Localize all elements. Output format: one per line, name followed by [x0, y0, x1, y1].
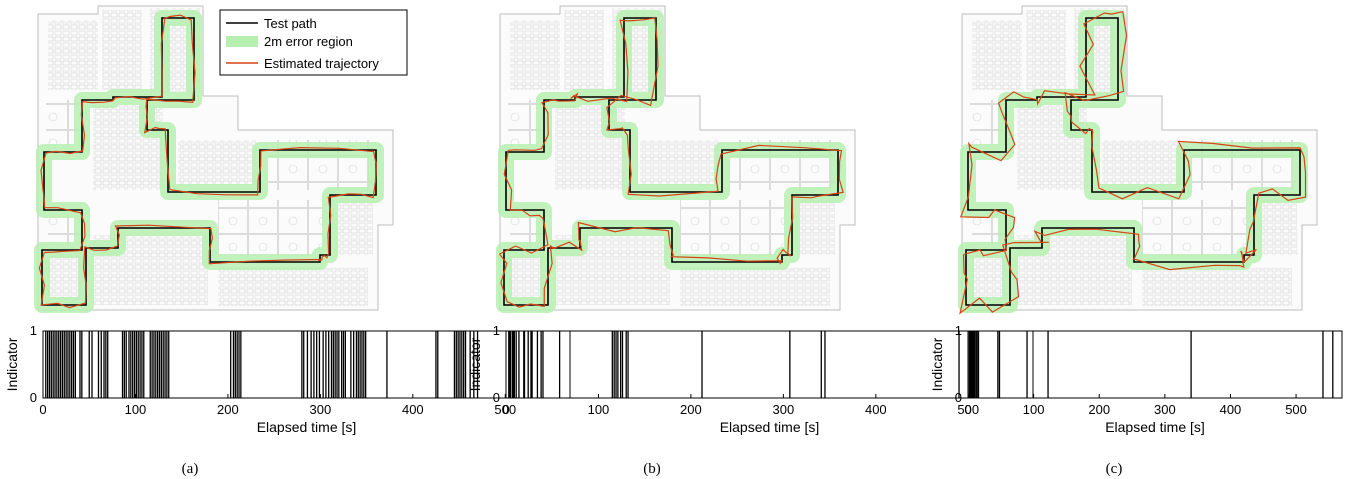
x-tick-label: 300: [773, 402, 795, 417]
x-tick-label: 100: [588, 402, 610, 417]
floorplan-furniture: [102, 10, 142, 90]
y-tick-label: 0: [955, 390, 962, 405]
floorplan-furniture: [218, 200, 323, 255]
estimated-trajectory-line: [959, 10, 1307, 315]
legend-label-estimated: Estimated trajectory: [264, 56, 379, 71]
legend: Test path 2m error region Estimated traj…: [219, 9, 408, 76]
x-axis-label: Elapsed time [s]: [720, 419, 820, 435]
floorplan-furniture: [972, 20, 1022, 90]
x-tick-label: 0: [502, 402, 509, 417]
floorplan-furniture: [178, 140, 258, 185]
floorplan-furniture: [1142, 200, 1247, 255]
floorplan-furniture: [1026, 10, 1066, 90]
floorplan-furniture: [564, 10, 604, 90]
y-tick-label: 1: [955, 323, 962, 338]
y-tick-label: 1: [30, 323, 37, 338]
x-tick-label: 200: [1088, 402, 1110, 417]
x-tick-label: 200: [217, 402, 239, 417]
floorplan-panel-b: [496, 5, 856, 313]
panel-caption-c: (c): [1106, 461, 1123, 477]
x-tick-label: 0: [964, 402, 971, 417]
floorplan-furniture: [1102, 140, 1182, 185]
floorplan-furniture: [48, 20, 98, 90]
y-axis-label: Indicator: [4, 337, 20, 391]
floorplan-furniture: [640, 140, 720, 185]
floorplan-furniture: [338, 200, 373, 255]
x-tick-label: 500: [1285, 402, 1307, 417]
floorplan-furniture: [218, 268, 368, 306]
x-axis-label: Elapsed time [s]: [1105, 419, 1205, 435]
floorplan-furniture: [510, 255, 545, 300]
x-tick-label: 100: [125, 402, 147, 417]
y-axis-label: Indicator: [467, 337, 483, 391]
plot-area-frame: [967, 330, 1343, 399]
y-axis-label: Indicator: [929, 337, 945, 391]
x-tick-label: 400: [865, 402, 887, 417]
test-path-line: [41, 17, 377, 306]
x-tick-label: 500: [957, 402, 979, 417]
x-tick-label: 300: [1154, 402, 1176, 417]
panel-caption-b: (b): [643, 461, 661, 477]
floorplan-furniture: [48, 255, 83, 300]
panel-caption-a: (a): [182, 461, 199, 477]
x-tick-label: 200: [680, 402, 702, 417]
floorplan-panel-a: [34, 5, 394, 313]
plot-area-frame: [505, 330, 1034, 399]
floorplan-furniture: [1142, 268, 1292, 306]
floorplan-furniture: [1262, 200, 1297, 255]
test-path-line: [503, 17, 839, 306]
floorplan-furniture: [800, 200, 835, 255]
test-path-line: [965, 17, 1301, 306]
floorplan-furniture: [510, 20, 560, 90]
floorplan-panel-c: [958, 5, 1318, 315]
x-tick-label: 0: [39, 402, 46, 417]
floorplan-furniture: [972, 255, 1007, 300]
x-tick-label: 400: [402, 402, 424, 417]
x-axis-label: Elapsed time [s]: [257, 419, 357, 435]
floorplan-furniture: [680, 268, 830, 306]
y-tick-label: 0: [493, 390, 500, 405]
estimated-trajectory-line: [499, 17, 844, 308]
legend-label-test-path: Test path: [264, 16, 317, 31]
x-tick-label: 400: [1220, 402, 1242, 417]
legend-swatch-error-region: [226, 36, 258, 47]
estimated-trajectory-line: [38, 14, 377, 309]
floorplan-furniture: [680, 200, 785, 255]
x-tick-label: 300: [310, 402, 332, 417]
y-tick-label: 0: [30, 390, 37, 405]
y-tick-label: 1: [493, 323, 500, 338]
plot-area-frame: [42, 330, 571, 399]
legend-label-error-region: 2m error region: [264, 34, 353, 49]
x-tick-label: 500: [494, 402, 516, 417]
x-tick-label: 100: [1023, 402, 1045, 417]
